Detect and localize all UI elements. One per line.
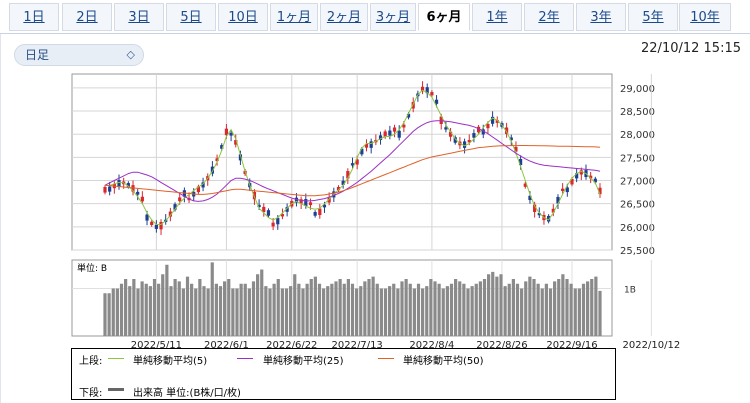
legend-ma25-swatch <box>237 358 253 359</box>
tab-5[interactable]: 10日 <box>218 3 268 31</box>
legend-ma5-swatch <box>108 358 124 359</box>
tab-divider <box>0 33 750 34</box>
interval-select-value: 日足 <box>25 48 50 62</box>
tab-12[interactable]: 3年 <box>576 3 626 31</box>
updown-chevron-icon: ◇ <box>126 48 135 61</box>
tab-14[interactable]: 10年 <box>679 3 731 31</box>
legend-ma50-swatch <box>378 358 394 359</box>
period-tab-bar: 1日 2日 3日 5日 10日 1ヶ月 2ヶ月 3ヶ月 6ヶ月 1年 2年 3年 5年 10年 <box>0 0 750 34</box>
legend-ma50-label: 単純移動平均(50) <box>403 356 484 367</box>
tab-3[interactable]: 3日 <box>114 3 164 31</box>
tab-10[interactable]: 1年 <box>472 3 522 31</box>
chart-legend: 上段: 単純移動平均(5) 単純移動平均(25) 単純移動平均(50) 下段: … <box>71 348 616 400</box>
legend-volume-swatch <box>108 388 124 391</box>
interval-select[interactable]: 日足 ◇ <box>14 44 144 66</box>
legend-lower-label: 下段: <box>79 388 103 399</box>
tab-8[interactable]: 3ヶ月 <box>370 3 416 31</box>
tab-11[interactable]: 2年 <box>524 3 574 31</box>
legend-volume-label: 出来高 単位:(B株/口/枚) <box>133 388 241 399</box>
tab-7[interactable]: 2ヶ月 <box>320 3 368 31</box>
timestamp: 22/10/12 15:15 <box>641 41 741 56</box>
tab-1[interactable]: 1日 <box>9 3 59 31</box>
legend-ma25-label: 単純移動平均(25) <box>263 356 344 367</box>
tab-4[interactable]: 5日 <box>166 3 216 31</box>
tab-6[interactable]: 1ヶ月 <box>270 3 318 31</box>
legend-upper-label: 上段: <box>79 356 103 367</box>
legend-ma5-label: 単純移動平均(5) <box>133 356 208 367</box>
tab-9[interactable]: 6ヶ月 <box>418 3 470 31</box>
tab-2[interactable]: 2日 <box>62 3 112 31</box>
tab-13[interactable]: 5年 <box>628 3 678 31</box>
